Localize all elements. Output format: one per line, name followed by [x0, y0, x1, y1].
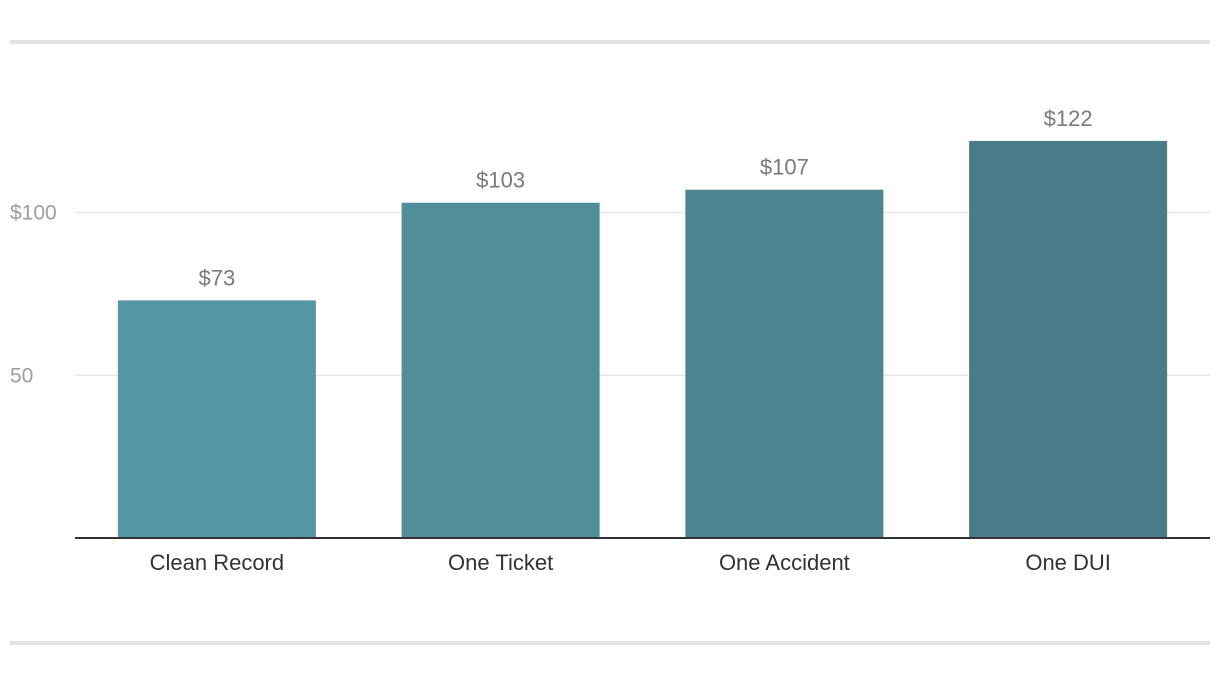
x-tick-label: One Ticket — [448, 550, 553, 575]
x-tick-label: Clean Record — [150, 550, 285, 575]
bottom-divider — [10, 641, 1210, 645]
labels: 50 $100 $73 Clean Record $103 One Ticket $107 O… — [10, 106, 1111, 575]
x-tick-label: One DUI — [1025, 550, 1111, 575]
bars — [117, 140, 1168, 539]
bar-one-ticket — [401, 202, 600, 539]
bar-one-dui — [969, 140, 1168, 538]
bar-one-accident — [685, 189, 884, 538]
data-label: $107 — [760, 155, 809, 180]
top-divider — [10, 40, 1210, 44]
data-label: $73 — [199, 265, 236, 290]
y-tick-label: $100 — [10, 202, 57, 225]
data-label: $122 — [1044, 106, 1093, 131]
bar-clean-record — [117, 300, 316, 538]
y-tick-label: 50 — [10, 364, 33, 387]
x-tick-label: One Accident — [719, 550, 850, 575]
data-label: $103 — [476, 168, 525, 193]
